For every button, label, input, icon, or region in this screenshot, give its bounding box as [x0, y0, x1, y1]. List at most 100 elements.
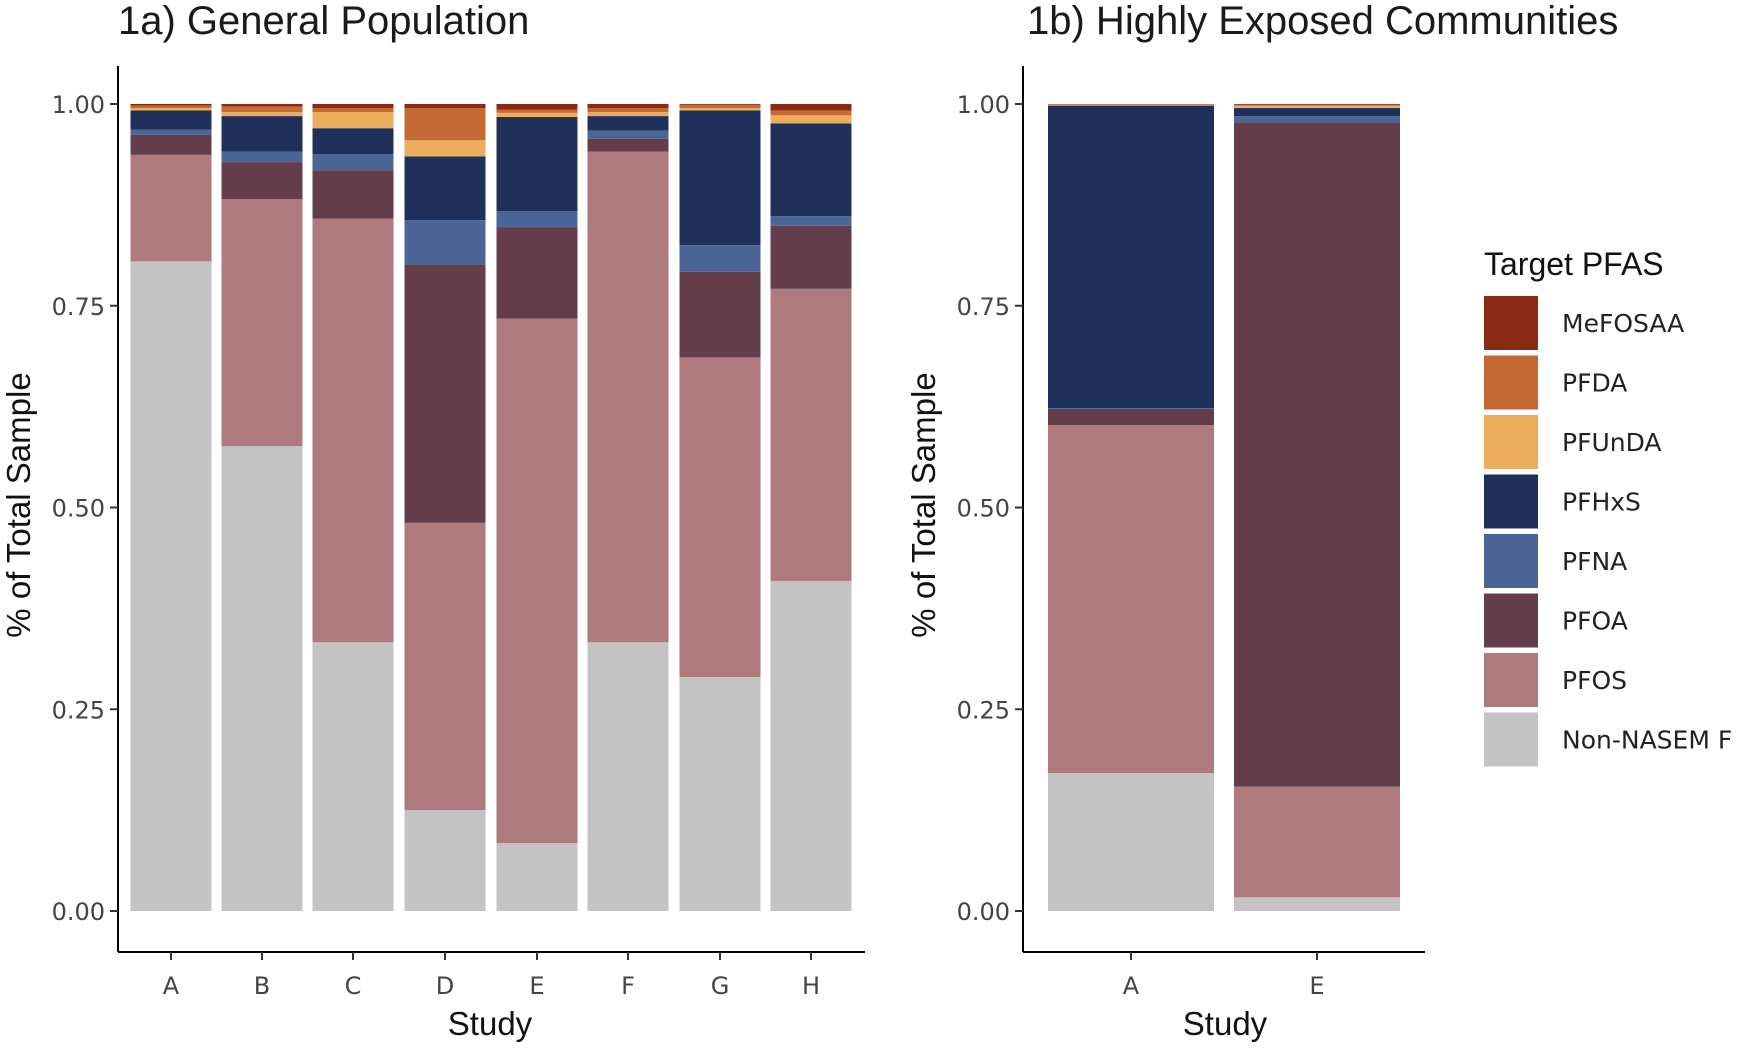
- bar-segment-a-D-non-nasem-f: [404, 810, 486, 911]
- bar-segment-a-F-pfos: [587, 151, 669, 643]
- legend-label-mefosaa: MeFOSAA: [1562, 309, 1684, 338]
- bar-segment-a-H-mefosaa: [770, 104, 852, 111]
- panel-a-x-tick-label: D: [436, 972, 454, 1000]
- bar-segment-a-A-pfna: [130, 129, 212, 135]
- panel-b-x-tick-label: A: [1123, 972, 1140, 1000]
- legend-label-non-nasem-f: Non-NASEM F: [1562, 726, 1732, 755]
- panel-a-x-tick-label: A: [163, 972, 180, 1000]
- bar-segment-a-E-pfoa: [496, 227, 578, 319]
- bar-segment-a-G-pfos: [679, 357, 761, 677]
- bar-segment-a-H-pfhxs: [770, 123, 852, 217]
- panel-b-y-tick-label: 0.00: [957, 898, 1010, 926]
- bar-segment-a-F-non-nasem-f: [587, 642, 669, 911]
- panel-a-x-tick-label: C: [345, 972, 362, 1000]
- bar-segment-a-C-non-nasem-f: [312, 642, 394, 911]
- panel-a-x-tick-label: E: [529, 972, 544, 1000]
- bar-segment-a-B-pfda: [221, 106, 303, 113]
- bar-segment-a-E-pfhxs: [496, 116, 578, 212]
- panel-b-title: 1b) Highly Exposed Communities: [1027, 0, 1618, 43]
- panel-a-y-tick-label: 0.00: [52, 898, 105, 926]
- bar-segment-a-B-pfos: [221, 199, 303, 447]
- legend-swatch-pfna: [1484, 534, 1538, 588]
- bar-segment-a-H-pfoa: [770, 225, 852, 289]
- bar-segment-a-A-pfos: [130, 154, 212, 262]
- bar-segment-a-C-pfna: [312, 154, 394, 171]
- panel-a-x-axis-title: Study: [448, 1005, 533, 1042]
- panel-a-y-axis-title: % of Total Sample: [0, 372, 37, 637]
- bar-segment-a-A-pfunda: [130, 108, 212, 111]
- bar-segment-a-E-pfda: [496, 109, 578, 113]
- bar-segment-a-F-mefosaa: [587, 104, 669, 109]
- bar-segment-a-D-pfhxs: [404, 156, 486, 221]
- bar-segment-a-F-pfna: [587, 130, 669, 139]
- bar-segment-a-C-pfunda: [312, 112, 394, 129]
- bar-segment-a-C-mefosaa: [312, 104, 394, 109]
- bar-segment-a-B-pfna: [221, 151, 303, 163]
- bar-segment-a-H-pfda: [770, 110, 852, 116]
- bar-segment-b-A-pfna: [1048, 408, 1214, 410]
- panel-general-population: 1a) General Population % of Total Sample…: [0, 0, 865, 1042]
- bar-segment-a-C-pfda: [312, 108, 394, 113]
- legend-swatch-pfunda: [1484, 415, 1538, 469]
- panel-a-x-tick-label: G: [711, 972, 730, 1000]
- bar-segment-a-B-pfunda: [221, 112, 303, 117]
- bar-segment-a-B-pfoa: [221, 162, 303, 200]
- bar-segment-a-E-mefosaa: [496, 104, 578, 110]
- bar-segment-b-E-pfunda: [1234, 105, 1400, 109]
- panel-a-y-tick-label: 0.75: [52, 293, 105, 321]
- bar-segment-a-B-non-nasem-f: [221, 446, 303, 911]
- bar-segment-a-A-pfhxs: [130, 110, 212, 130]
- bar-segment-a-D-pfda: [404, 108, 486, 141]
- bar-segment-b-E-pfna: [1234, 116, 1400, 123]
- bar-segment-b-E-non-nasem-f: [1234, 897, 1400, 911]
- legend-swatch-pfos: [1484, 653, 1538, 707]
- bar-segment-a-D-pfunda: [404, 140, 486, 157]
- legend-title: Target PFAS: [1484, 246, 1664, 282]
- bar-segment-b-E-pfda: [1234, 104, 1400, 106]
- bar-segment-b-A-pfoa: [1048, 409, 1214, 426]
- panel-a-x-tick-label: F: [621, 972, 635, 1000]
- legend-swatch-mefosaa: [1484, 296, 1538, 350]
- bar-segment-a-G-pfna: [679, 245, 761, 272]
- panel-b-axes: 0.00 0.25 0.50 0.75 1.00 A E: [957, 66, 1425, 1000]
- legend: Target PFAS MeFOSAA PFDA PFUnDA PFHxS PFNA PF…: [1484, 246, 1732, 767]
- bar-segment-a-D-pfos: [404, 522, 486, 811]
- panel-highly-exposed: 1b) Highly Exposed Communities % of Tota…: [905, 0, 1618, 1042]
- bar-segment-b-E-pfhxs: [1234, 108, 1400, 117]
- panel-b-y-tick-label: 0.25: [957, 696, 1010, 724]
- legend-label-pfda: PFDA: [1562, 369, 1627, 398]
- bar-segment-a-D-pfoa: [404, 264, 486, 523]
- panel-a-y-tick-label: 1.00: [52, 91, 105, 119]
- panel-a-axes: 0.00 0.25 0.50 0.75 1.00 A B C D E F G H: [52, 66, 865, 1000]
- panel-b-x-tick-label: E: [1309, 972, 1324, 1000]
- bar-segment-b-A-pfda: [1048, 104, 1214, 105]
- bar-segment-a-D-pfna: [404, 220, 486, 265]
- bar-segment-a-G-non-nasem-f: [679, 676, 761, 911]
- legend-swatch-pfhxs: [1484, 474, 1538, 529]
- bar-segment-a-A-mefosaa: [130, 104, 212, 106]
- panel-a-x-tick-label: B: [254, 972, 270, 1000]
- bar-segment-b-A-pfhxs: [1048, 105, 1214, 409]
- legend-swatch-pfda: [1484, 355, 1538, 410]
- bar-segment-a-H-pfunda: [770, 115, 852, 124]
- bar-segment-a-E-pfunda: [496, 112, 578, 117]
- bar-segment-a-D-mefosaa: [404, 104, 486, 109]
- bar-segment-b-E-pfoa: [1234, 122, 1400, 787]
- legend-swatch-non-nasem-f: [1484, 712, 1538, 767]
- legend-label-pfhxs: PFHxS: [1562, 488, 1641, 517]
- bar-segment-a-C-pfos: [312, 218, 394, 643]
- bar-segment-a-B-pfhxs: [221, 116, 303, 152]
- bar-segment-a-F-pfda: [587, 108, 669, 113]
- panel-b-y-tick-label: 1.00: [957, 91, 1010, 119]
- bar-segment-b-A-pfos: [1048, 425, 1214, 774]
- bar-segment-a-G-mefosaa: [679, 104, 761, 105]
- legend-swatch-pfoa: [1484, 593, 1538, 648]
- bar-segment-a-C-pfhxs: [312, 128, 394, 155]
- legend-label-pfoa: PFOA: [1562, 607, 1628, 636]
- panel-b-y-axis-title: % of Total Sample: [905, 372, 942, 637]
- bar-segment-a-E-non-nasem-f: [496, 843, 578, 911]
- bar-segment-a-E-pfna: [496, 211, 578, 228]
- panel-a-y-tick-label: 0.50: [52, 495, 105, 523]
- panel-a-bars: [130, 104, 852, 911]
